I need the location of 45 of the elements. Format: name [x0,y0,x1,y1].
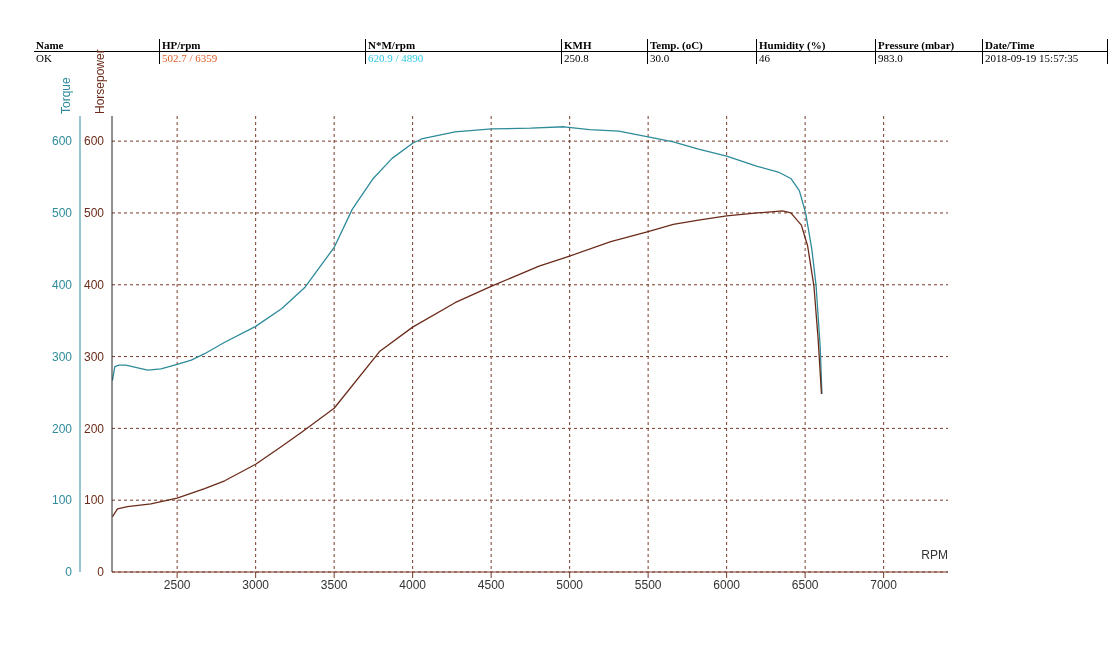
y-tick-label: 500 [51,206,73,221]
text: 30.0 [647,52,756,64]
y-tick-label: 200 [51,421,73,436]
text: OK [36,52,52,64]
x-tick-label: 3000 [242,577,270,592]
text: HP/rpm [159,39,365,51]
y2-tick-label: 300 [83,349,105,364]
text: N*M/rpm [365,39,561,51]
x-tick-label: 4500 [477,577,505,592]
text: Humidity (%) [756,39,875,51]
x-tick-label: 7000 [870,577,898,592]
y2-tick-label: 0 [97,565,105,580]
text: 620.9 / 4890 [365,52,561,64]
x-tick-label: 5500 [634,577,662,592]
y-tick-label: 300 [51,349,73,364]
x-tick-label: 2500 [163,577,191,592]
y2-tick-label: 500 [83,206,105,221]
x-tick-label: 5000 [556,577,584,592]
y-tick-label: 400 [51,278,73,293]
text: 46 [756,52,875,64]
y-tick-label: 100 [51,493,73,508]
text: KMH [561,39,647,51]
x-tick-label: 3500 [320,577,348,592]
text: Date/Time [982,39,1107,51]
line-series [112,210,823,518]
y-tick-label: 600 [51,134,73,149]
text: Pressure (mbar) [875,39,982,51]
y-axis-title: Torque [59,76,73,114]
y2-tick-label: 400 [83,278,105,293]
x-axis-title: RPM [921,547,948,562]
text: 2018-09-19 15:57:35 [982,52,1107,64]
y2-axis-title: Horsepower [93,49,107,114]
y2-tick-label: 100 [83,493,105,508]
text: Name [35,39,65,51]
x-tick-label: 6000 [713,577,741,592]
y2-tick-label: 200 [83,421,105,436]
text: 983.0 [875,52,982,64]
y2-tick-label: 600 [83,134,105,149]
text: Temp. (oC) [647,39,756,51]
x-tick-label: 6500 [791,577,819,592]
line-series [112,126,823,395]
text: 502.7 / 6359 [159,52,365,64]
y-tick-label: 0 [65,565,73,580]
x-tick-label: 4000 [399,577,427,592]
text: 250.8 [561,52,647,64]
